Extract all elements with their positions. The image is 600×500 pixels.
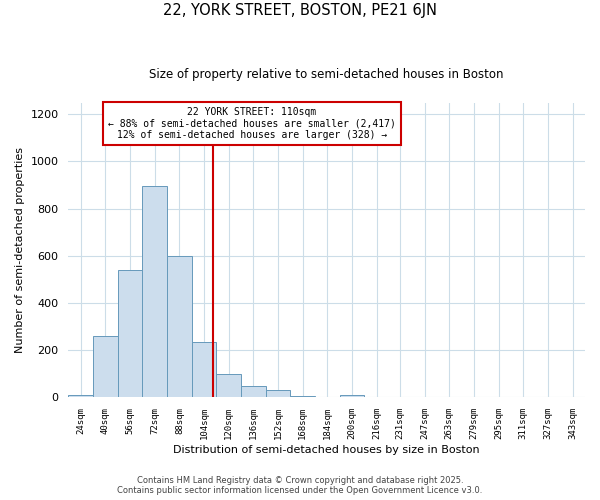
Bar: [266, 390, 290, 398]
Title: Size of property relative to semi-detached houses in Boston: Size of property relative to semi-detach…: [149, 68, 504, 80]
Text: 22 YORK STREET: 110sqm
← 88% of semi-detached houses are smaller (2,417)
12% of : 22 YORK STREET: 110sqm ← 88% of semi-det…: [108, 107, 396, 140]
Bar: [93, 336, 118, 398]
Bar: [192, 342, 217, 398]
X-axis label: Distribution of semi-detached houses by size in Boston: Distribution of semi-detached houses by …: [173, 445, 480, 455]
Bar: [217, 374, 241, 398]
Y-axis label: Number of semi-detached properties: Number of semi-detached properties: [15, 147, 25, 353]
Text: 22, YORK STREET, BOSTON, PE21 6JN: 22, YORK STREET, BOSTON, PE21 6JN: [163, 2, 437, 18]
Bar: [167, 256, 192, 398]
Bar: [340, 395, 364, 398]
Bar: [290, 396, 315, 398]
Bar: [118, 270, 142, 398]
Bar: [68, 395, 93, 398]
Bar: [142, 186, 167, 398]
Text: Contains HM Land Registry data © Crown copyright and database right 2025.
Contai: Contains HM Land Registry data © Crown c…: [118, 476, 482, 495]
Bar: [241, 386, 266, 398]
